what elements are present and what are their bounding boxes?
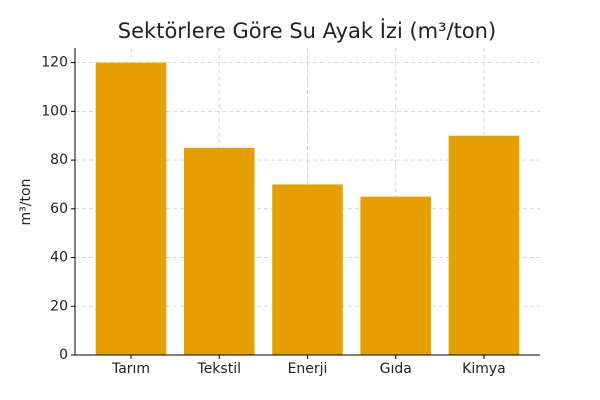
x-tick-label: Kimya <box>462 361 506 377</box>
bar <box>183 147 255 355</box>
y-tick-label: 120 <box>41 55 68 71</box>
chart-title: Sektörlere Göre Su Ayak İzi (m³/ton) <box>118 18 496 43</box>
y-tick-label: 80 <box>50 152 68 168</box>
y-tick-label: 40 <box>50 250 68 266</box>
bar <box>272 184 343 355</box>
y-tick-label: 0 <box>59 347 68 363</box>
x-tick-label: Tarım <box>111 361 150 377</box>
y-tick-label: 20 <box>50 298 68 314</box>
bar <box>448 135 520 355</box>
y-tick-label: 100 <box>41 103 68 119</box>
bar <box>95 62 167 355</box>
y-tick-label: 60 <box>50 201 68 217</box>
x-tick-label: Tekstil <box>197 361 241 377</box>
x-tick-label: Gıda <box>380 361 412 377</box>
bar <box>360 196 432 355</box>
y-axis-label: m³/ton <box>18 179 34 226</box>
x-tick-label: Enerji <box>288 361 328 377</box>
